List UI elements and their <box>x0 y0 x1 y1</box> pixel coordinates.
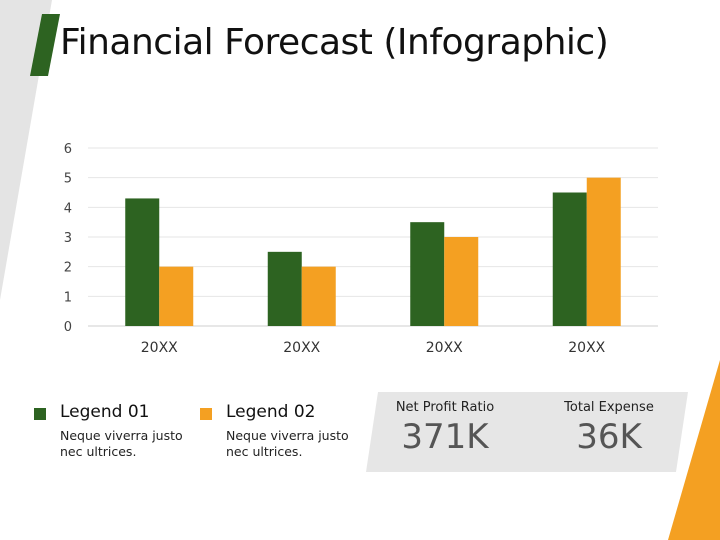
kpi-net-profit-ratio: Net Profit Ratio 371K <box>380 400 510 457</box>
bar-series-2 <box>159 266 194 326</box>
legend-swatch-green <box>34 408 46 420</box>
bar-series-1 <box>552 192 587 326</box>
bar-series-2 <box>444 237 479 326</box>
page-title: Financial Forecast (Infographic) <box>60 22 609 63</box>
bar-chart: 0 1 2 3 4 5 6 20XX 20XX 20XX 20XX <box>64 142 658 356</box>
bar-series-1 <box>125 198 160 326</box>
y-tick-label: 6 <box>64 142 72 157</box>
y-tick-label: 3 <box>64 231 72 246</box>
kpi-total-expense: Total Expense 36K <box>544 400 674 457</box>
y-tick-label: 5 <box>64 172 72 187</box>
y-tick-label: 2 <box>64 261 72 276</box>
kpi-value: 371K <box>401 417 489 457</box>
orange-corner-shape <box>668 360 720 540</box>
kpi-panel <box>366 392 688 472</box>
legend-item-1: Legend 01 Neque viverra justo nec ultric… <box>34 402 204 464</box>
legend-description: Neque viverra justo nec ultrices. <box>60 428 183 459</box>
bar-series-1 <box>267 251 302 326</box>
kpi-label: Total Expense <box>564 400 654 415</box>
x-category-label: 20XX <box>283 340 320 356</box>
kpi-label: Net Profit Ratio <box>395 400 495 415</box>
y-tick-label: 0 <box>64 320 72 335</box>
legend-swatch-orange <box>200 408 212 420</box>
legend-name: Legend 01 <box>60 402 150 422</box>
x-category-label: 20XX <box>426 340 463 356</box>
legend-item-2: Legend 02 Neque viverra justo nec ultric… <box>200 402 370 464</box>
y-tick-label: 4 <box>64 201 72 216</box>
kpi-value: 36K <box>576 417 642 457</box>
bar-series-1 <box>410 222 445 326</box>
legend-name: Legend 02 <box>226 402 316 422</box>
legend-description: Neque viverra justo nec ultrices. <box>226 428 349 459</box>
x-category-label: 20XX <box>568 340 605 356</box>
x-category-label: 20XX <box>141 340 178 356</box>
bar-series-2 <box>301 266 336 326</box>
title-accent-bar <box>30 14 60 76</box>
bar-series-2 <box>586 177 621 326</box>
y-tick-label: 1 <box>64 290 72 305</box>
